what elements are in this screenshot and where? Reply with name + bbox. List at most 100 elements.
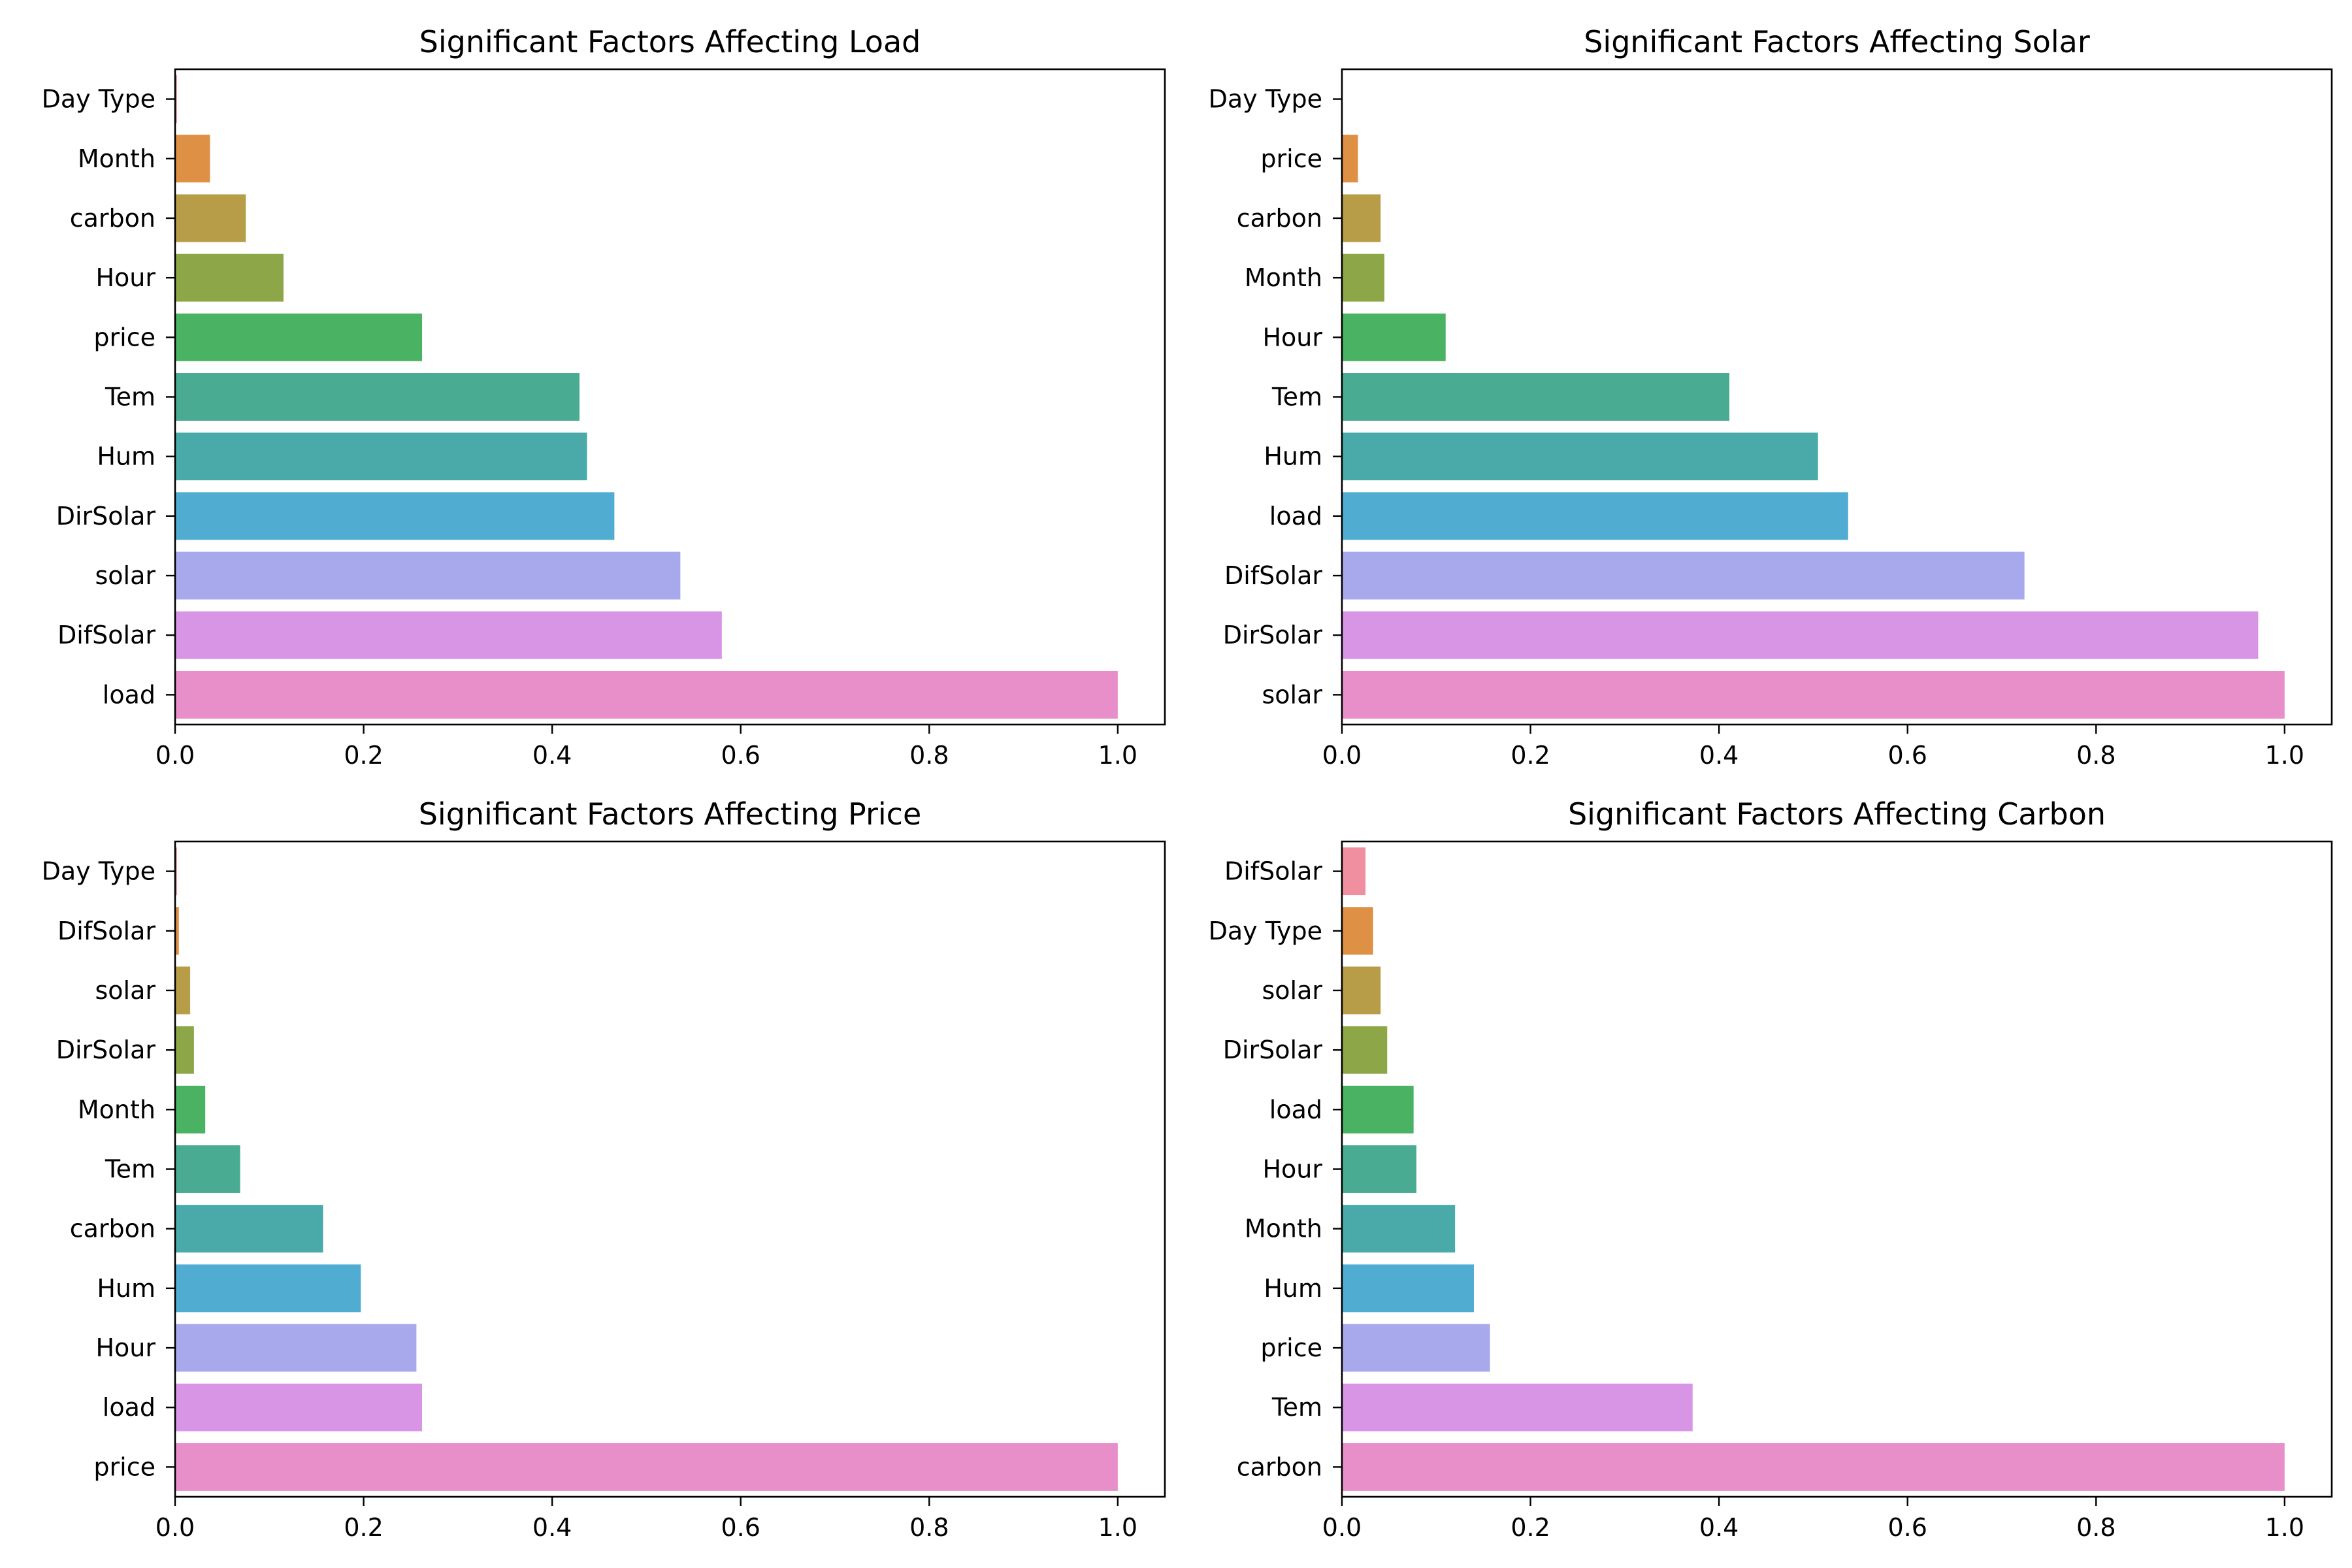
x-tick-label: 0.0 <box>1322 741 1362 770</box>
x-tick-label: 0.2 <box>1511 741 1550 770</box>
bar-hum <box>1342 433 1818 481</box>
category-label: DirSolar <box>56 1036 156 1064</box>
chart-panel-1: Significant Factors Affecting Load Day Ty… <box>42 24 1166 770</box>
category-label: Day Type <box>1209 917 1322 945</box>
x-tick-label: 0.6 <box>1887 1513 1927 1542</box>
bar-load <box>1342 1085 1414 1134</box>
bar-day-type <box>1342 907 1373 955</box>
x-tick-label: 0.0 <box>155 1513 195 1542</box>
x-tick-label: 0.4 <box>1699 741 1739 770</box>
x-tick-label: 0.2 <box>344 1513 383 1542</box>
x-tick-label: 0.8 <box>909 1513 949 1542</box>
bar-dirsolar <box>175 1026 194 1074</box>
x-tick-label: 1.0 <box>1098 741 1137 770</box>
category-label: Hour <box>95 263 155 292</box>
axes-frame <box>174 840 1166 1498</box>
category-label: carbon <box>1237 204 1322 233</box>
bar-tem <box>1342 373 1730 421</box>
category-label: solar <box>95 976 155 1005</box>
category-label: Hum <box>1264 442 1322 471</box>
bar-difsolar <box>1342 847 1366 896</box>
category-label: DirSolar <box>1223 1036 1323 1064</box>
category-label: carbon <box>1237 1452 1322 1481</box>
axes-frame <box>1341 68 2333 726</box>
category-label: carbon <box>70 204 155 233</box>
x-tick-label: 0.4 <box>532 741 572 770</box>
chart-title: Significant Factors Affecting Price <box>419 796 922 832</box>
bar-day-type <box>175 847 177 896</box>
bar-price <box>175 313 423 361</box>
bar-hum <box>1342 1264 1474 1313</box>
x-tick-label: 0.0 <box>155 741 195 770</box>
bar-tem <box>1342 1383 1693 1431</box>
bar-hour <box>1342 313 1446 361</box>
bar-tem <box>175 1145 240 1193</box>
category-label: Day Type <box>42 857 155 886</box>
bar-difsolar <box>1342 551 2025 600</box>
category-label: DifSolar <box>1224 561 1322 590</box>
category-label: load <box>103 1393 155 1422</box>
category-label: Day Type <box>42 85 155 114</box>
bar-hour <box>175 1324 417 1372</box>
category-label: Hum <box>97 442 155 471</box>
chart-title: Significant Factors Affecting Carbon <box>1568 796 2106 832</box>
x-tick-label: 0.8 <box>2076 1513 2115 1542</box>
category-label: DirSolar <box>1223 621 1323 649</box>
x-tick-label: 0.6 <box>1887 741 1927 770</box>
bar-solar <box>175 551 681 600</box>
category-label: price <box>93 323 155 351</box>
category-label: price <box>93 1452 155 1481</box>
bar-tem <box>175 373 580 421</box>
category-label: Month <box>1245 263 1322 292</box>
bar-hour <box>1342 1145 1416 1193</box>
category-label: Month <box>78 144 155 173</box>
bar-carbon <box>175 1205 323 1253</box>
chart-title: Significant Factors Affecting Load <box>419 24 921 59</box>
bar-price <box>175 1443 1118 1491</box>
bar-dirsolar <box>175 492 615 540</box>
category-label: price <box>1260 1333 1322 1362</box>
bar-solar <box>1342 966 1381 1015</box>
bar-price <box>1342 1324 1490 1372</box>
category-label: solar <box>1262 976 1322 1005</box>
category-label: Tem <box>1271 1393 1322 1422</box>
chart-panel-3: Significant Factors Affecting Price Day T… <box>42 796 1166 1542</box>
category-label: Tem <box>105 1155 155 1184</box>
x-tick-label: 0.2 <box>344 741 383 770</box>
chart-title: Significant Factors Affecting Solar <box>1584 24 2090 59</box>
category-label: Hum <box>1264 1274 1322 1303</box>
bar-hum <box>175 433 587 481</box>
category-label: Tem <box>105 383 155 412</box>
category-label: carbon <box>70 1215 155 1243</box>
category-label: load <box>1269 502 1322 531</box>
x-tick-label: 0.6 <box>721 1513 760 1542</box>
bar-load <box>175 1383 423 1431</box>
bar-carbon <box>1342 1443 2285 1491</box>
category-label: load <box>1269 1095 1322 1124</box>
category-label: DifSolar <box>57 917 155 945</box>
category-label: load <box>103 680 155 709</box>
bar-dirsolar <box>1342 1026 1388 1074</box>
x-tick-label: 0.8 <box>909 741 949 770</box>
category-label: Tem <box>1271 383 1322 412</box>
bar-month <box>175 1085 206 1134</box>
axes-frame <box>174 68 1166 726</box>
bar-hum <box>175 1264 361 1313</box>
bar-day-type <box>175 75 177 123</box>
x-tick-label: 0.0 <box>1322 1513 1362 1542</box>
chart-panel-2: Significant Factors Affecting Solar Day T… <box>1209 24 2333 770</box>
bar-solar <box>175 966 191 1015</box>
category-label: DifSolar <box>1224 857 1322 886</box>
bar-carbon <box>175 194 246 242</box>
category-label: solar <box>1262 680 1322 709</box>
category-label: Hour <box>1262 323 1322 351</box>
category-label: price <box>1260 144 1322 173</box>
category-label: DirSolar <box>56 502 156 531</box>
bar-difsolar <box>175 611 722 659</box>
x-tick-label: 0.4 <box>1699 1513 1739 1542</box>
bar-difsolar <box>175 907 179 955</box>
bar-month <box>1342 253 1384 302</box>
bar-month <box>1342 1205 1456 1253</box>
x-tick-label: 1.0 <box>1098 1513 1137 1542</box>
